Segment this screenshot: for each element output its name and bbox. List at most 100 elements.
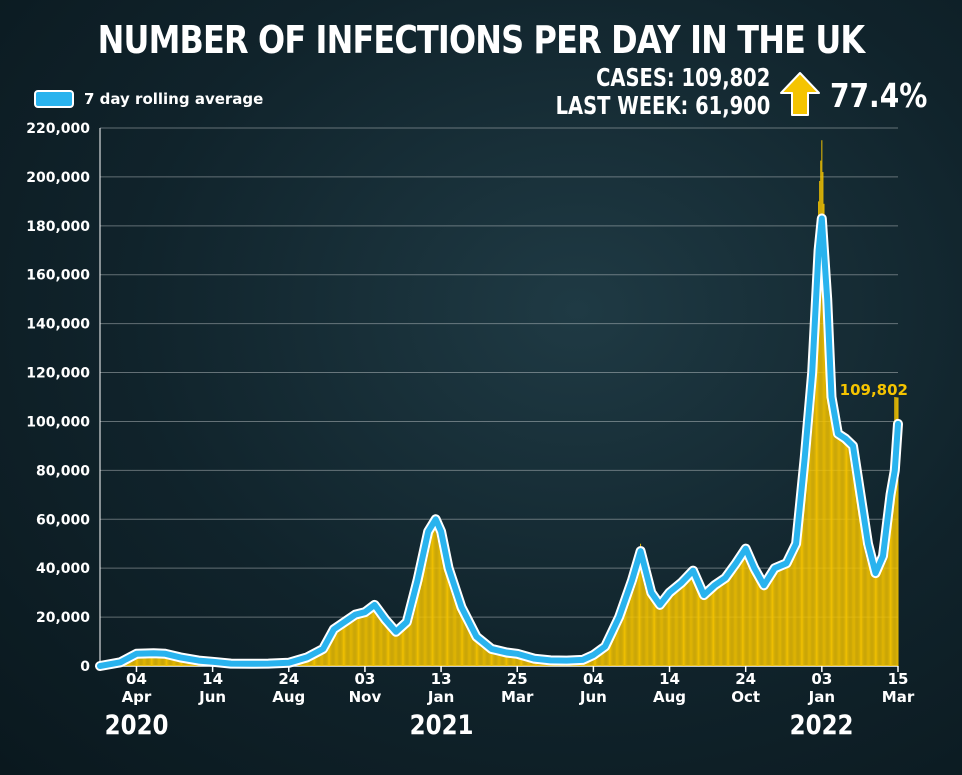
bar	[759, 577, 761, 666]
bar	[761, 581, 763, 666]
bar	[168, 654, 170, 666]
bar	[890, 494, 891, 666]
bar	[787, 561, 789, 666]
bar	[163, 653, 165, 666]
bar	[316, 652, 318, 666]
bar	[409, 609, 411, 666]
bar	[152, 653, 154, 666]
bar	[767, 578, 769, 666]
x-tick-day: 03	[354, 670, 375, 688]
bar	[373, 605, 374, 666]
bar	[595, 653, 597, 666]
bar	[794, 545, 796, 666]
bar	[805, 445, 807, 666]
bar	[709, 589, 711, 666]
bar	[430, 524, 432, 666]
bar	[765, 581, 767, 666]
bar	[622, 604, 624, 666]
bar	[340, 624, 342, 666]
bar	[478, 638, 480, 666]
bar	[385, 620, 387, 666]
case-stats: CASES: 109,802 LAST WEEK: 61,900	[555, 64, 770, 120]
bar	[641, 548, 643, 666]
bar	[426, 536, 428, 666]
bar	[390, 625, 392, 666]
bar	[607, 639, 609, 666]
year-label: 2020	[104, 710, 169, 741]
bar	[421, 560, 423, 666]
bar	[171, 655, 173, 666]
bar	[747, 553, 749, 666]
bar	[757, 573, 758, 666]
x-tick-month: Jan	[808, 688, 835, 706]
bar	[611, 632, 613, 666]
bar	[491, 648, 492, 666]
x-tick-day: 13	[431, 670, 452, 688]
bar	[489, 648, 491, 666]
x-tick-day: 14	[202, 670, 223, 688]
bar	[358, 613, 359, 666]
bar	[335, 627, 337, 666]
bar	[684, 579, 686, 666]
bar	[692, 570, 694, 666]
bar	[866, 536, 868, 666]
bar	[699, 585, 701, 666]
bar	[746, 551, 748, 666]
bar	[169, 654, 171, 666]
bar	[850, 442, 852, 666]
bar	[325, 643, 327, 666]
bar	[507, 652, 509, 666]
bar	[353, 615, 355, 666]
bar	[160, 653, 162, 666]
bar	[383, 618, 385, 666]
bar	[407, 617, 409, 666]
bar	[780, 565, 782, 666]
bar	[413, 592, 415, 666]
bar	[835, 421, 837, 666]
bar	[452, 581, 454, 666]
bar	[846, 435, 847, 666]
bar	[856, 473, 858, 666]
bar	[625, 598, 627, 666]
bar	[822, 172, 824, 666]
y-tick-label: 200,000	[26, 170, 90, 186]
x-tick-day: 14	[659, 670, 680, 688]
bar	[807, 421, 809, 666]
bar	[829, 372, 831, 666]
bar	[730, 570, 732, 666]
bar	[863, 515, 865, 666]
bar	[519, 654, 521, 666]
bar	[632, 575, 634, 666]
bar	[486, 645, 488, 666]
bar	[811, 372, 813, 666]
bar	[439, 528, 441, 666]
bar	[649, 587, 651, 666]
bar	[714, 585, 716, 666]
bar	[802, 479, 804, 666]
bar	[500, 651, 502, 666]
bar	[606, 641, 608, 666]
bar	[143, 653, 145, 666]
bar	[646, 573, 648, 666]
y-axis-ticks: 0 20,000 40,000 60,000 80,000 100,000 120,000 1…	[26, 121, 90, 675]
bar	[361, 613, 363, 666]
bar	[695, 577, 697, 666]
bar	[344, 621, 346, 666]
x-tick-month: Jan	[427, 688, 454, 706]
bar	[725, 576, 727, 666]
bar	[676, 586, 678, 666]
bar	[455, 591, 457, 666]
bar	[733, 566, 735, 666]
x-axis-ticks: 04Apr14Jun24Aug03Nov13Jan25Mar04Jun14Aug…	[122, 666, 915, 706]
bar	[788, 558, 790, 666]
bar	[392, 628, 394, 666]
bar	[516, 653, 518, 666]
bar	[378, 610, 380, 666]
x-tick-month: Jun	[579, 688, 607, 706]
bar	[406, 621, 408, 666]
bar	[346, 620, 348, 666]
bar	[651, 594, 653, 666]
y-tick-label: 220,000	[26, 121, 90, 137]
bar	[456, 594, 458, 666]
bar	[487, 646, 489, 666]
